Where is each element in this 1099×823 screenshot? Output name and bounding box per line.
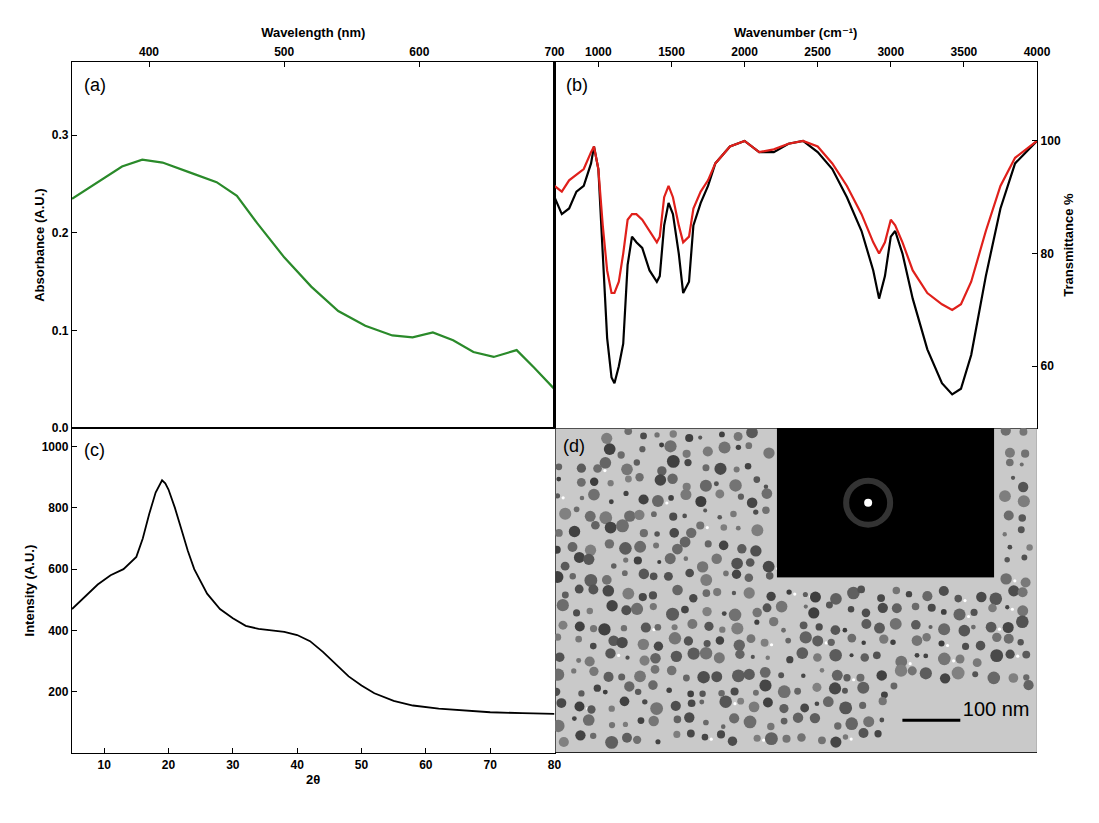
svg-text:0.3: 0.3 <box>52 128 69 142</box>
svg-text:2θ: 2θ <box>306 772 320 787</box>
svg-text:10: 10 <box>97 758 111 772</box>
svg-text:1500: 1500 <box>658 45 685 59</box>
svg-text:100 nm: 100 nm <box>962 699 1029 721</box>
svg-text:Wavelength (nm): Wavelength (nm) <box>261 25 365 40</box>
svg-text:80: 80 <box>548 758 562 772</box>
svg-text:Intensity (A.U.): Intensity (A.U.) <box>22 545 37 637</box>
svg-text:(b): (b) <box>566 75 588 95</box>
svg-text:Absorbance (A.U.): Absorbance (A.U.) <box>32 188 47 301</box>
svg-text:400: 400 <box>48 624 68 638</box>
svg-text:500: 500 <box>274 45 294 59</box>
svg-text:Wavenumber (cm⁻¹): Wavenumber (cm⁻¹) <box>734 25 857 40</box>
svg-text:20: 20 <box>162 758 176 772</box>
svg-text:400: 400 <box>139 45 159 59</box>
svg-text:80: 80 <box>1041 247 1055 261</box>
svg-text:(a): (a) <box>84 75 106 95</box>
svg-text:600: 600 <box>409 45 429 59</box>
svg-text:(d): (d) <box>563 436 585 456</box>
svg-text:60: 60 <box>419 758 433 772</box>
svg-text:50: 50 <box>355 758 369 772</box>
svg-text:70: 70 <box>483 758 497 772</box>
svg-text:0.1: 0.1 <box>52 324 69 338</box>
svg-text:0.2: 0.2 <box>52 226 69 240</box>
svg-text:2500: 2500 <box>804 45 831 59</box>
svg-text:200: 200 <box>48 685 68 699</box>
svg-text:1000: 1000 <box>42 440 69 454</box>
svg-text:600: 600 <box>48 562 68 576</box>
svg-text:Transmittance %: Transmittance % <box>1061 193 1076 297</box>
svg-text:60: 60 <box>1041 359 1055 373</box>
svg-text:3000: 3000 <box>877 45 904 59</box>
svg-text:2000: 2000 <box>731 45 758 59</box>
svg-text:0.0: 0.0 <box>52 421 69 435</box>
svg-text:(c): (c) <box>84 440 105 460</box>
svg-text:40: 40 <box>290 758 304 772</box>
svg-text:4000: 4000 <box>1024 45 1051 59</box>
svg-text:30: 30 <box>226 758 240 772</box>
svg-text:700: 700 <box>544 45 564 59</box>
svg-text:3500: 3500 <box>951 45 978 59</box>
svg-text:1000: 1000 <box>585 45 612 59</box>
svg-text:100: 100 <box>1041 134 1061 148</box>
svg-text:800: 800 <box>48 501 68 515</box>
